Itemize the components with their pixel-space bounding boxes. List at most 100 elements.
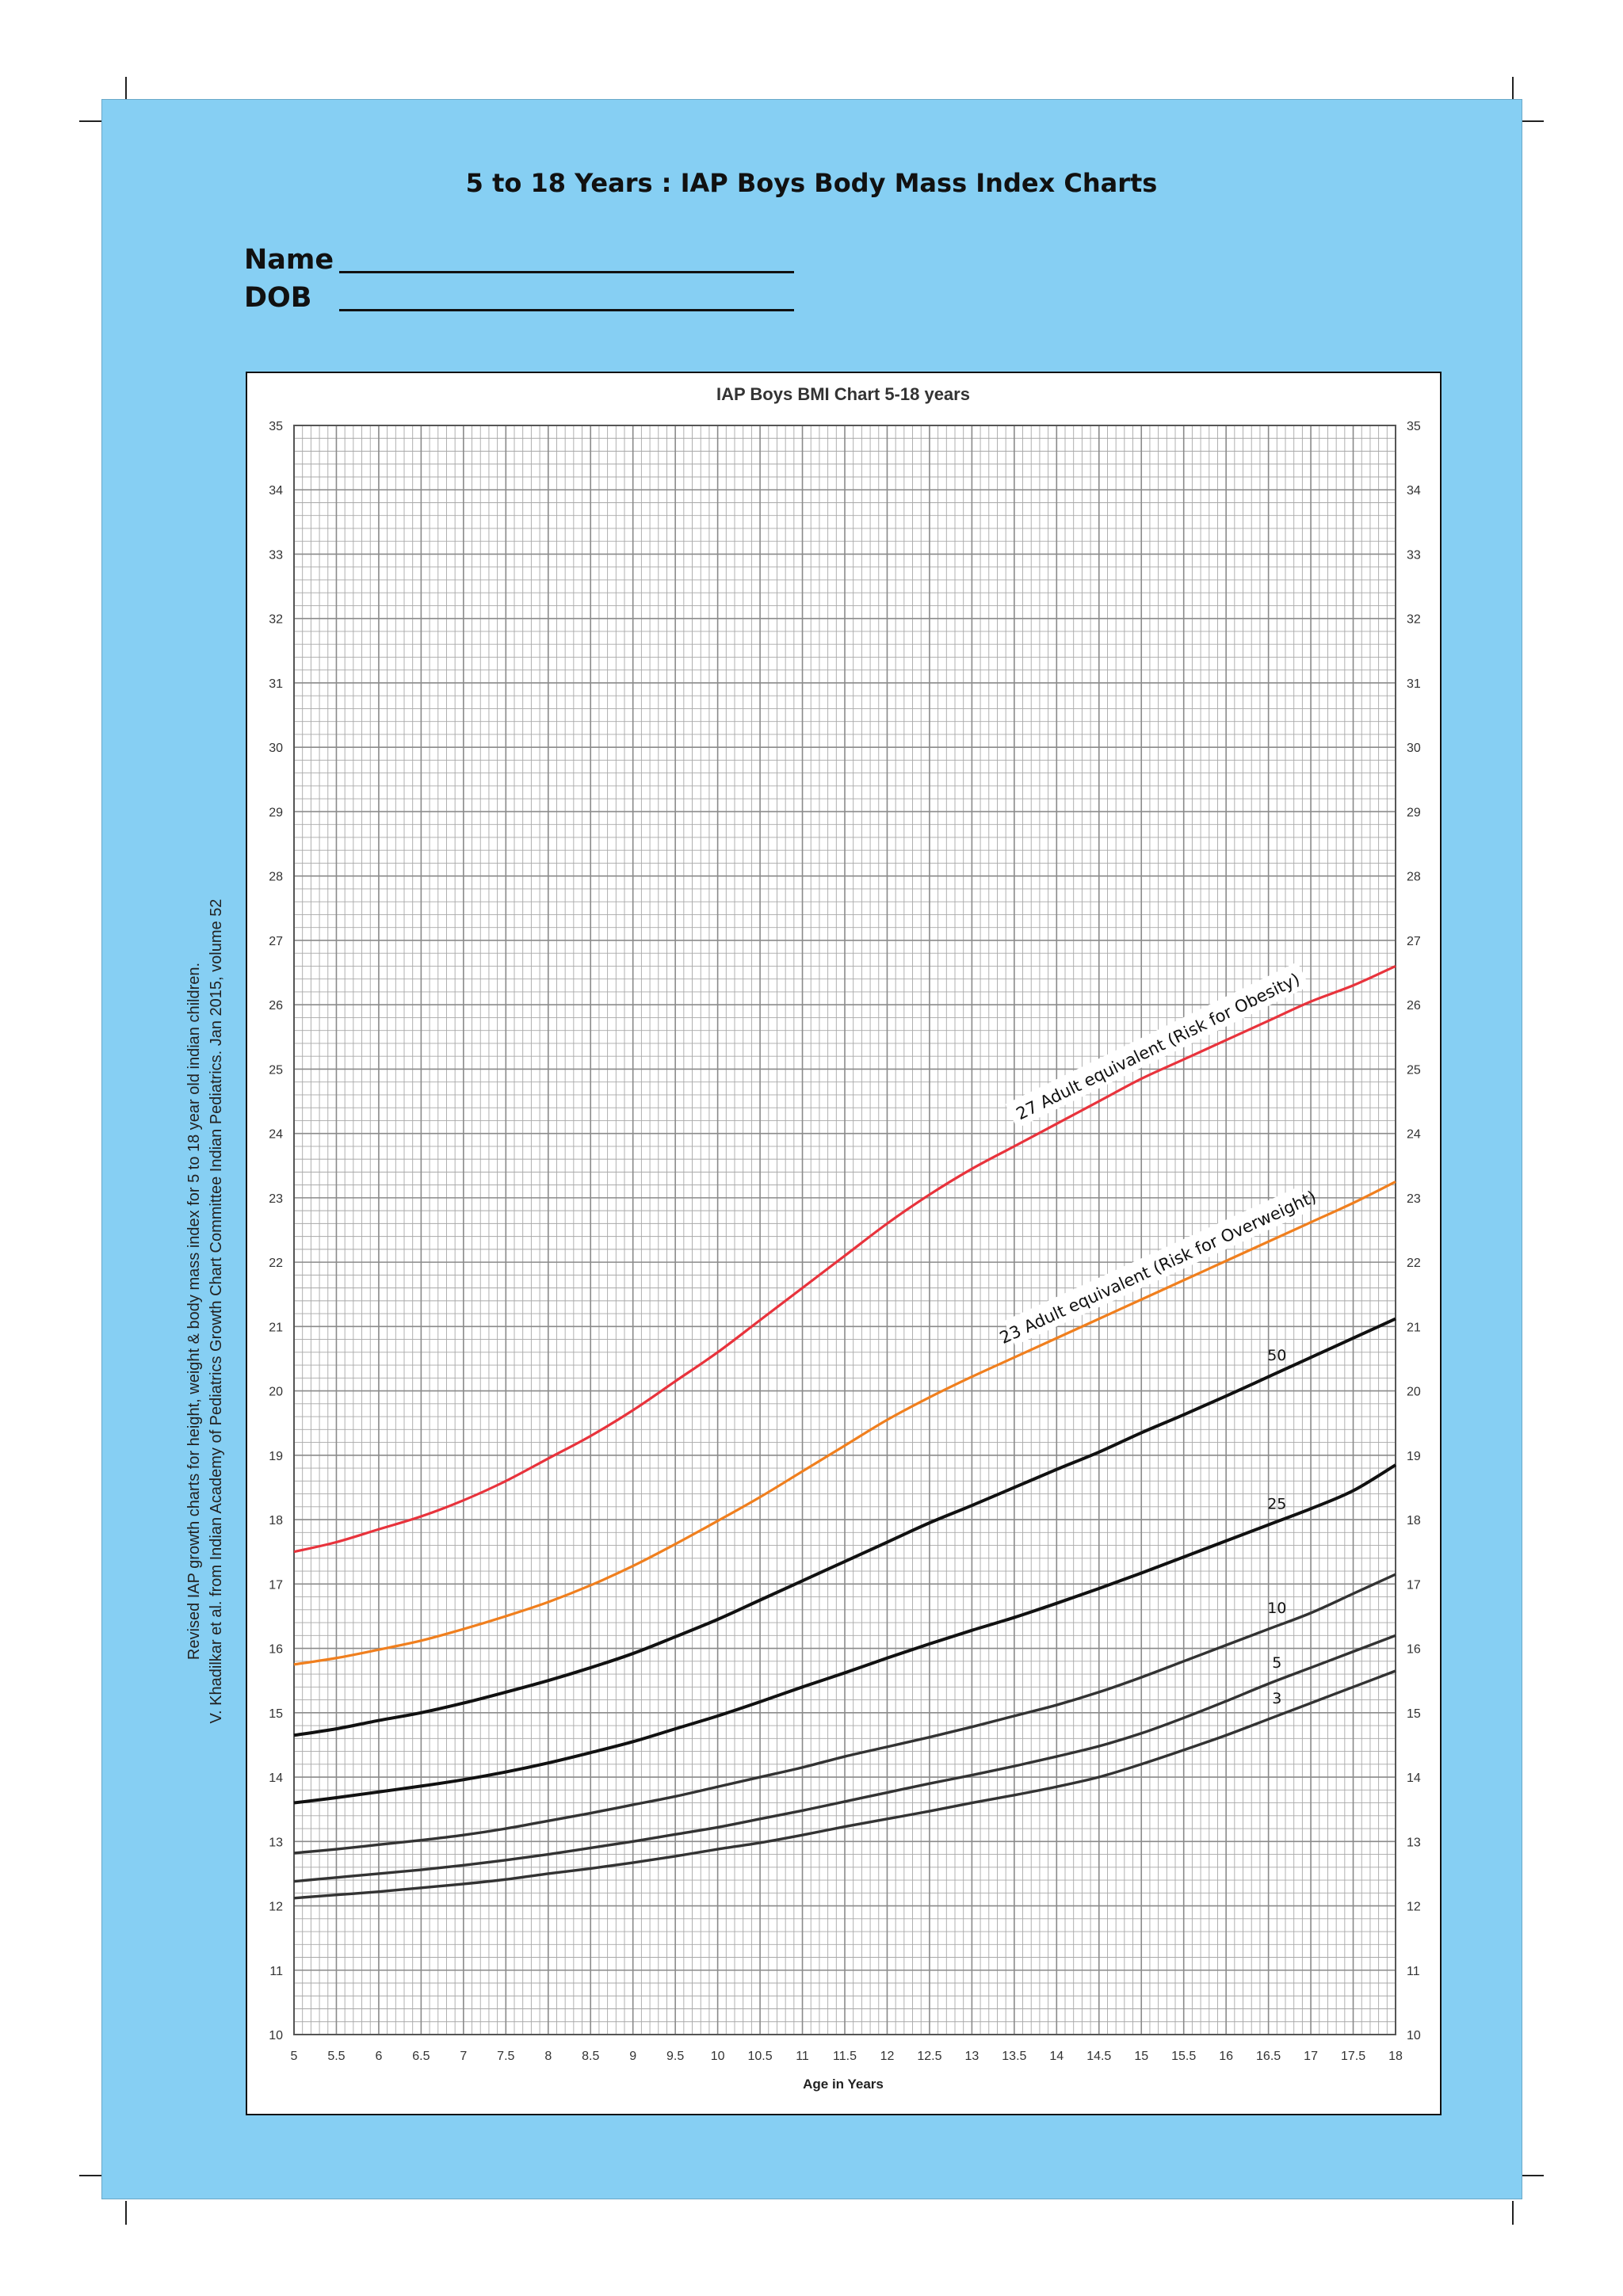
series-label-group: 23 Adult equivalent (Risk for Overweight… <box>997 1186 1319 1348</box>
y-tick-label-left: 27 <box>269 935 283 948</box>
x-tick-label: 15 <box>1134 2050 1148 2063</box>
y-tick-label-right: 25 <box>1407 1063 1421 1077</box>
y-tick-label-right: 26 <box>1407 999 1421 1013</box>
y-tick-label-right: 23 <box>1407 1192 1421 1206</box>
y-tick-label-left: 20 <box>269 1386 283 1399</box>
crop-mark <box>79 120 103 122</box>
x-tick-label: 5 <box>291 2050 298 2063</box>
y-tick-label-right: 18 <box>1407 1514 1421 1527</box>
series-line <box>293 1669 1396 1900</box>
x-tick-label: 9.5 <box>666 2050 684 2063</box>
crop-mark <box>79 2175 103 2176</box>
y-tick-label-left: 18 <box>269 1514 283 1527</box>
crop-mark <box>1520 2175 1544 2176</box>
y-tick-label-left: 14 <box>269 1772 283 1785</box>
percentile-label: 25 <box>1267 1496 1286 1513</box>
y-tick-label-right: 30 <box>1407 742 1421 755</box>
y-tick-label-left: 28 <box>269 871 283 884</box>
y-tick-label-right: 15 <box>1407 1707 1421 1721</box>
crop-mark <box>125 77 127 101</box>
x-tick-label: 10 <box>711 2050 725 2063</box>
x-tick-label: 17.5 <box>1341 2050 1365 2063</box>
series-label-group: 27 Adult equivalent (Risk for Obesity) <box>1005 962 1310 1129</box>
x-axis: 5 5.5 6 6.5 7 7.5 8 8.5 9 9.5 10 10.5 11 11.5 12 12.5 13… <box>291 2050 1403 2063</box>
y-tick-label-right: 20 <box>1407 1386 1421 1399</box>
page-title: 5 to 18 Years : IAP Boys Body Mass Index… <box>465 168 1158 198</box>
series-label-bg <box>1005 962 1310 1129</box>
x-tick-label: 12.5 <box>917 2050 941 2063</box>
x-tick-label: 10.5 <box>748 2050 773 2063</box>
y-tick-label-right: 14 <box>1407 1772 1421 1785</box>
percentile-label: 50 <box>1267 1347 1286 1364</box>
series-label-bg <box>1003 1186 1311 1346</box>
y-axis-right: 10 11 12 13 14 15 16 17 18 19 20 21 22 23 24 25 26 27 28 29… <box>1407 420 1421 2042</box>
x-tick-label: 9 <box>629 2050 636 2063</box>
x-tick-label: 15.5 <box>1171 2050 1196 2063</box>
x-tick-label: 6 <box>375 2050 382 2063</box>
y-tick-label-right: 19 <box>1407 1450 1421 1463</box>
crop-mark <box>1520 120 1544 122</box>
y-tick-label-right: 35 <box>1407 420 1421 433</box>
percentile-label: 5 <box>1272 1654 1281 1672</box>
y-tick-label-left: 22 <box>269 1257 283 1270</box>
series-labels: 27 Adult equivalent (Risk for Obesity) 23… <box>997 962 1319 1707</box>
y-tick-label-left: 23 <box>269 1192 283 1206</box>
x-tick-label: 16.5 <box>1256 2050 1281 2063</box>
x-tick-label: 12 <box>880 2050 895 2063</box>
series-line <box>293 1463 1397 1805</box>
y-tick-label-left: 26 <box>269 999 283 1013</box>
y-tick-label-left: 13 <box>269 1836 283 1849</box>
y-tick-label-left: 31 <box>269 677 283 691</box>
x-tick-label: 5.5 <box>327 2050 345 2063</box>
percentile-label: 10 <box>1267 1600 1286 1617</box>
y-tick-label-left: 12 <box>269 1901 283 1914</box>
y-axis-left: 10 11 12 13 14 15 16 17 18 19 20 21 22 23 24 25 26 27 28 29… <box>269 420 283 2042</box>
series-line <box>293 1573 1396 1855</box>
series-layer <box>293 964 1397 1900</box>
x-axis-label: Age in Years <box>803 2077 884 2092</box>
y-tick-label-left: 17 <box>269 1578 283 1592</box>
y-tick-label-right: 17 <box>1407 1578 1421 1592</box>
y-tick-label-left: 10 <box>269 2029 283 2042</box>
series-line <box>293 1634 1396 1883</box>
x-tick-label: 7 <box>460 2050 467 2063</box>
y-tick-label-right: 28 <box>1407 871 1421 884</box>
x-tick-label: 14 <box>1049 2050 1064 2063</box>
y-tick-label-right: 24 <box>1407 1128 1421 1142</box>
grid-major <box>293 425 1396 2035</box>
y-tick-label-left: 32 <box>269 613 283 627</box>
y-tick-label-right: 32 <box>1407 613 1421 627</box>
y-tick-label-left: 30 <box>269 742 283 755</box>
y-tick-label-right: 16 <box>1407 1643 1421 1657</box>
x-tick-label: 8 <box>544 2050 552 2063</box>
y-tick-label-right: 13 <box>1407 1836 1421 1849</box>
bmi-chart: IAP Boys BMI Chart 5-18 years 10 11 12 13 14… <box>246 372 1442 2115</box>
dob-field[interactable] <box>339 309 794 311</box>
y-tick-label-left: 35 <box>269 420 283 433</box>
x-tick-label: 13 <box>964 2050 979 2063</box>
y-tick-label-right: 21 <box>1407 1321 1421 1334</box>
name-label: Name <box>244 244 334 276</box>
y-tick-label-right: 11 <box>1407 1965 1420 1978</box>
y-tick-label-left: 21 <box>269 1321 283 1334</box>
y-tick-label-right: 29 <box>1407 806 1421 819</box>
x-tick-label: 6.5 <box>412 2050 430 2063</box>
x-tick-label: 18 <box>1388 2050 1403 2063</box>
y-tick-label-left: 16 <box>269 1643 283 1657</box>
y-tick-label-left: 25 <box>269 1063 283 1077</box>
y-tick-label-right: 22 <box>1407 1257 1421 1270</box>
x-tick-label: 16 <box>1219 2050 1233 2063</box>
x-tick-label: 11 <box>796 2050 809 2063</box>
y-tick-label-left: 24 <box>269 1128 283 1142</box>
series-line <box>293 964 1396 1554</box>
x-tick-label: 11.5 <box>833 2050 857 2063</box>
y-tick-label-right: 31 <box>1407 677 1421 691</box>
name-field[interactable] <box>339 271 794 273</box>
bmi-chart-svg: IAP Boys BMI Chart 5-18 years 10 11 12 13 14… <box>269 384 1421 2092</box>
y-tick-label-right: 33 <box>1407 548 1421 562</box>
y-tick-label-left: 29 <box>269 806 283 819</box>
y-tick-label-left: 11 <box>269 1965 283 1978</box>
citation-text: Revised IAP growth charts for height, we… <box>183 836 227 1787</box>
crop-mark <box>1512 2201 1514 2225</box>
dob-label: DOB <box>244 282 312 314</box>
